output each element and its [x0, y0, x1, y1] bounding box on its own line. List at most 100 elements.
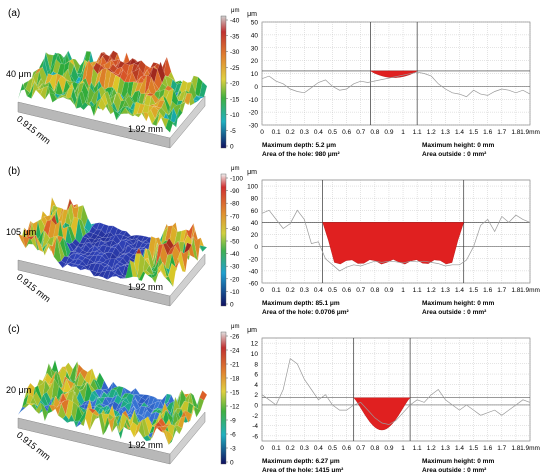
x-tick-label: 0.7 — [356, 445, 365, 452]
x-tick-label: 1.9mm — [520, 445, 540, 452]
x-tick-label: 1.4 — [455, 445, 464, 452]
y-tick-label: 50 — [251, 20, 259, 27]
y-tick-label: 10 — [251, 351, 259, 358]
y-tick-label: -60 — [249, 281, 259, 288]
y-tick-label: 80 — [251, 196, 259, 203]
y-tick-label: 12 — [251, 341, 259, 348]
x-tick-label: 1.5 — [469, 287, 478, 294]
y-tick-label: -40 — [249, 268, 259, 275]
x-tick-label: 0.5 — [328, 287, 337, 294]
y-tick-label: -2 — [252, 413, 258, 420]
colorbar-unit: μm — [231, 8, 239, 14]
y-tick-label: -4 — [252, 423, 258, 430]
surface-side-wall — [169, 253, 206, 307]
y-tick-label: 0 — [254, 244, 258, 251]
colorbar-tick-label: -15 — [230, 96, 240, 103]
colorbar-tick-label: -90 — [230, 188, 240, 195]
x-tick-label: 1.7 — [497, 287, 506, 294]
colorbar-tick-label: -30 — [230, 264, 240, 271]
colorbar: μm-100-90-80-70-60-50-40-30-20-100 — [220, 166, 243, 309]
surface-cell — [165, 118, 174, 133]
panel-c: (c)20 μm0.915 mm 1.92 mmμm-26-24-21-18-15… — [6, 324, 540, 472]
x-tick-label: 0.4 — [314, 445, 323, 452]
x-tick-label: 1.8 — [511, 287, 520, 294]
surface-height-label: 105 μm — [6, 227, 36, 237]
x-tick-label: 1.8 — [511, 445, 520, 452]
y-tick-label: 100 — [247, 184, 258, 191]
x-tick-label: 1.4 — [455, 287, 464, 294]
colorbar-tick-label: 0 — [230, 302, 234, 309]
x-tick-label: 0.6 — [342, 445, 351, 452]
x-tick-label: 0.2 — [286, 445, 295, 452]
stat-max-height: Maximum height: 0 mm — [422, 458, 494, 465]
colorbar-tick-label: -35 — [230, 33, 240, 40]
x-tick-label: 1.1 — [413, 129, 422, 136]
profile-line — [261, 71, 531, 98]
surface-height-label: 20 μm — [6, 385, 31, 395]
stat-hole-area: Area of the hole: 1415 μm² — [262, 467, 344, 472]
surface-length-label: 1.92 mm — [128, 124, 163, 134]
x-tick-label: 0.8 — [370, 287, 379, 294]
x-tick-label: 0.8 — [370, 445, 379, 452]
colorbar: μm -40 -35 -30 -25 -20 -15 -10 -5 0 — [220, 8, 240, 151]
x-tick-label: 0.4 — [314, 129, 323, 136]
x-tick-label: 1.7 — [497, 129, 506, 136]
y-tick-label: 0 — [254, 84, 258, 91]
x-tick-label: 0.4 — [314, 287, 323, 294]
y-tick-label: 60 — [251, 208, 259, 215]
surface-cell — [165, 429, 174, 446]
x-tick-label: 0.5 — [328, 129, 337, 136]
stat-max-height: Maximum height: 0 mm — [422, 142, 494, 149]
surface-3d: 20 μm0.915 mm 1.92 mm — [6, 359, 208, 465]
y-tick-label: 40 — [251, 32, 259, 39]
stat-area-outside: Area outside : 0 mm² — [422, 309, 487, 316]
x-tick-label: 0 — [260, 129, 264, 136]
x-tick-label: 1 — [401, 445, 405, 452]
surface-height-label: 40 μm — [6, 69, 31, 79]
x-tick-label: 1.9mm — [520, 129, 540, 136]
profile-line — [261, 358, 531, 425]
x-tick-label: 1.8 — [511, 129, 520, 136]
colorbar-tick-label: -6 — [230, 432, 236, 439]
colorbar-tick-label: -10 — [230, 112, 240, 119]
panel-label: (b) — [8, 166, 20, 177]
y-unit-label: μm — [247, 169, 257, 176]
panel-label: (a) — [8, 8, 20, 19]
x-tick-label: 0.1 — [272, 445, 281, 452]
x-tick-label: 0.2 — [286, 129, 295, 136]
x-tick-label: 0.3 — [300, 129, 309, 136]
surface-cell — [165, 276, 174, 288]
x-tick-label: 1.2 — [427, 129, 436, 136]
colorbar-tick-label: -25 — [230, 65, 240, 72]
stat-max-depth: Maximum depth: 6.27 μm — [262, 458, 340, 465]
x-tick-label: 0.3 — [300, 287, 309, 294]
x-tick-label: 1.1 — [413, 287, 422, 294]
x-tick-label: 1.6 — [483, 287, 492, 294]
x-tick-label: 1.6 — [483, 129, 492, 136]
surface-cell — [180, 249, 189, 273]
colorbar-tick-label: -40 — [230, 18, 240, 25]
stat-max-depth: Maximum depth: 5.2 μm — [262, 142, 336, 149]
y-tick-label: 6 — [254, 372, 258, 379]
colorbar-tick-label: -9 — [230, 418, 236, 425]
colorbar-tick-label: -26 — [230, 334, 240, 341]
x-tick-label: 1 — [401, 129, 405, 136]
colorbar-tick-label: -20 — [230, 81, 240, 88]
x-tick-label: 1.5 — [469, 129, 478, 136]
x-tick-label: 0.1 — [272, 129, 281, 136]
y-unit-label: μm — [247, 327, 257, 334]
y-tick-label: 20 — [251, 232, 259, 239]
x-tick-label: 1.2 — [427, 287, 436, 294]
y-tick-label: -30 — [249, 123, 259, 130]
colorbar-tick-label: -5 — [230, 128, 236, 135]
x-tick-label: 0.7 — [356, 129, 365, 136]
colorbar-tick-label: -100 — [230, 176, 243, 183]
colorbar-tick-label: -15 — [230, 390, 240, 397]
x-tick-label: 1 — [401, 287, 405, 294]
stat-max-height: Maximum height: 0 mm — [422, 300, 494, 307]
colorbar-tick-label: 0 — [230, 144, 234, 151]
stat-hole-area: Area of the hole: 0.0706 μm² — [262, 309, 350, 316]
